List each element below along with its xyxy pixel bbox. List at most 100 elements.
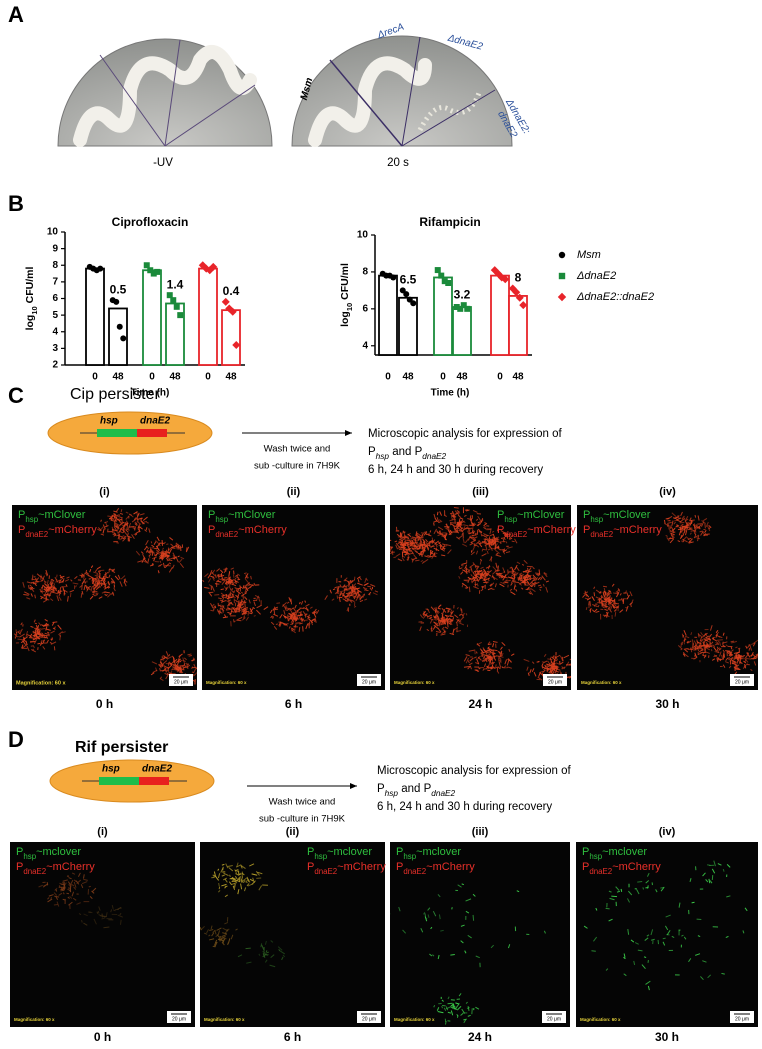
text-part: dnaE2 [23, 867, 46, 876]
cell-signal [574, 662, 575, 668]
cell-signal [231, 588, 232, 590]
cell-signal [446, 608, 450, 609]
cell-signal [426, 918, 427, 921]
x-tick-label: 48 [512, 372, 524, 383]
arrow-text: Wash twice and [269, 797, 336, 808]
x-tick-label: 48 [225, 372, 237, 383]
cell-signal [707, 865, 710, 866]
text-part: P [16, 846, 23, 858]
analysis-text: 6 h, 24 h and 30 h during recovery [377, 801, 552, 813]
cell-signal [81, 593, 82, 598]
text-part: P [208, 524, 215, 536]
cell-signal [679, 528, 684, 529]
text-part: ~mclover [327, 846, 372, 858]
text-part: CFU/ml [24, 267, 36, 307]
scale-label: 20 μm [735, 679, 749, 685]
cell-signal [276, 624, 278, 625]
plate-label: 20 s [387, 157, 409, 169]
annotation: 3.2 [454, 287, 471, 301]
text-part: P [583, 509, 590, 521]
text-part: ~mCherry [238, 524, 287, 536]
cell-signal [738, 657, 740, 658]
annotation: 1.4 [167, 277, 184, 291]
text-part: dnaE2 [215, 530, 238, 539]
cell-signal [512, 541, 515, 542]
charts: Ciprofloxacin23456789100480480480.51.40.… [24, 215, 654, 398]
text-part: dnaE2 [422, 452, 446, 461]
y-tick-label: 2 [52, 360, 58, 371]
cell-signal [749, 648, 750, 651]
time-label: 0 h [96, 697, 113, 711]
cell-signal [602, 597, 604, 598]
scale-label: 20 μm [547, 1016, 561, 1022]
cell-signal [386, 550, 390, 552]
text-part: P [307, 861, 314, 873]
data-point [174, 304, 180, 310]
x-axis-label: Time (h) [431, 388, 470, 399]
cell-signal [501, 658, 502, 662]
cell-signal [388, 913, 390, 914]
y-tick-label: 6 [52, 293, 58, 304]
cell-signal [349, 584, 350, 587]
text-part: hsp [589, 852, 602, 861]
cell-signal [388, 539, 390, 544]
text-part: 10 [345, 303, 354, 311]
roman: (iii) [472, 826, 489, 838]
bar [453, 307, 471, 355]
analysis-text: Phsp and PdnaE2 [368, 446, 447, 461]
annotation: 0.4 [223, 284, 240, 298]
cell-signal [430, 530, 431, 532]
arrow-text: sub -culture in 7H9K [254, 461, 341, 472]
cell-signal [254, 616, 256, 617]
y-tick-label: 8 [52, 260, 58, 271]
cell-signal [436, 619, 438, 620]
cell-signal [244, 615, 245, 618]
cell-signal [606, 908, 610, 909]
cell-signal [189, 655, 192, 656]
cell-signal [266, 952, 269, 953]
text-part: dnaE2 [504, 530, 527, 539]
cell-signal [160, 561, 161, 563]
cell-signal [492, 663, 494, 664]
cell-signal [461, 565, 463, 566]
cell-signal [137, 512, 138, 516]
analysis-text: 6 h, 24 h and 30 h during recovery [368, 464, 543, 476]
cell-signal [615, 612, 616, 616]
data-point [435, 267, 441, 273]
cell-signal [18, 637, 20, 638]
time-label: 0 h [94, 1030, 111, 1044]
cell-signal [758, 651, 762, 655]
chart-title: Rifampicin [419, 215, 480, 229]
panel-c: Cip persisterhspdnaE2Wash twice andsub -… [12, 386, 762, 711]
data-point [559, 273, 565, 279]
time-label: 30 h [655, 1030, 679, 1044]
cell-signal [82, 920, 83, 922]
cell-signal [150, 549, 151, 551]
cell-signal [393, 557, 396, 558]
y-tick-label: 10 [47, 227, 59, 238]
x-tick-label: 48 [169, 372, 181, 383]
cell-signal [434, 523, 435, 526]
scale-label: 20 μm [548, 679, 562, 685]
cell-signal [309, 622, 310, 625]
cell-signal [44, 640, 45, 642]
text-part: P [583, 524, 590, 536]
cell-signal [475, 649, 476, 654]
magnification: Magnification: 60 x [14, 1017, 55, 1022]
cell-signal [226, 568, 227, 571]
cell-signal [586, 607, 587, 610]
cell-signal [424, 545, 427, 546]
cell-signal [663, 938, 666, 939]
x-tick-label: 0 [205, 372, 211, 383]
bar [434, 277, 452, 355]
cell-signal [160, 668, 161, 670]
cell-signal [146, 527, 147, 530]
cell-signal [498, 542, 500, 543]
text-part: hsp [504, 515, 517, 524]
cell-signal [664, 520, 665, 524]
data-point [438, 273, 444, 279]
cell-signal [199, 667, 201, 669]
text-part: ~mCherry [46, 861, 95, 873]
text-part: P [497, 509, 504, 521]
text-part: ~mCherry [613, 524, 662, 536]
